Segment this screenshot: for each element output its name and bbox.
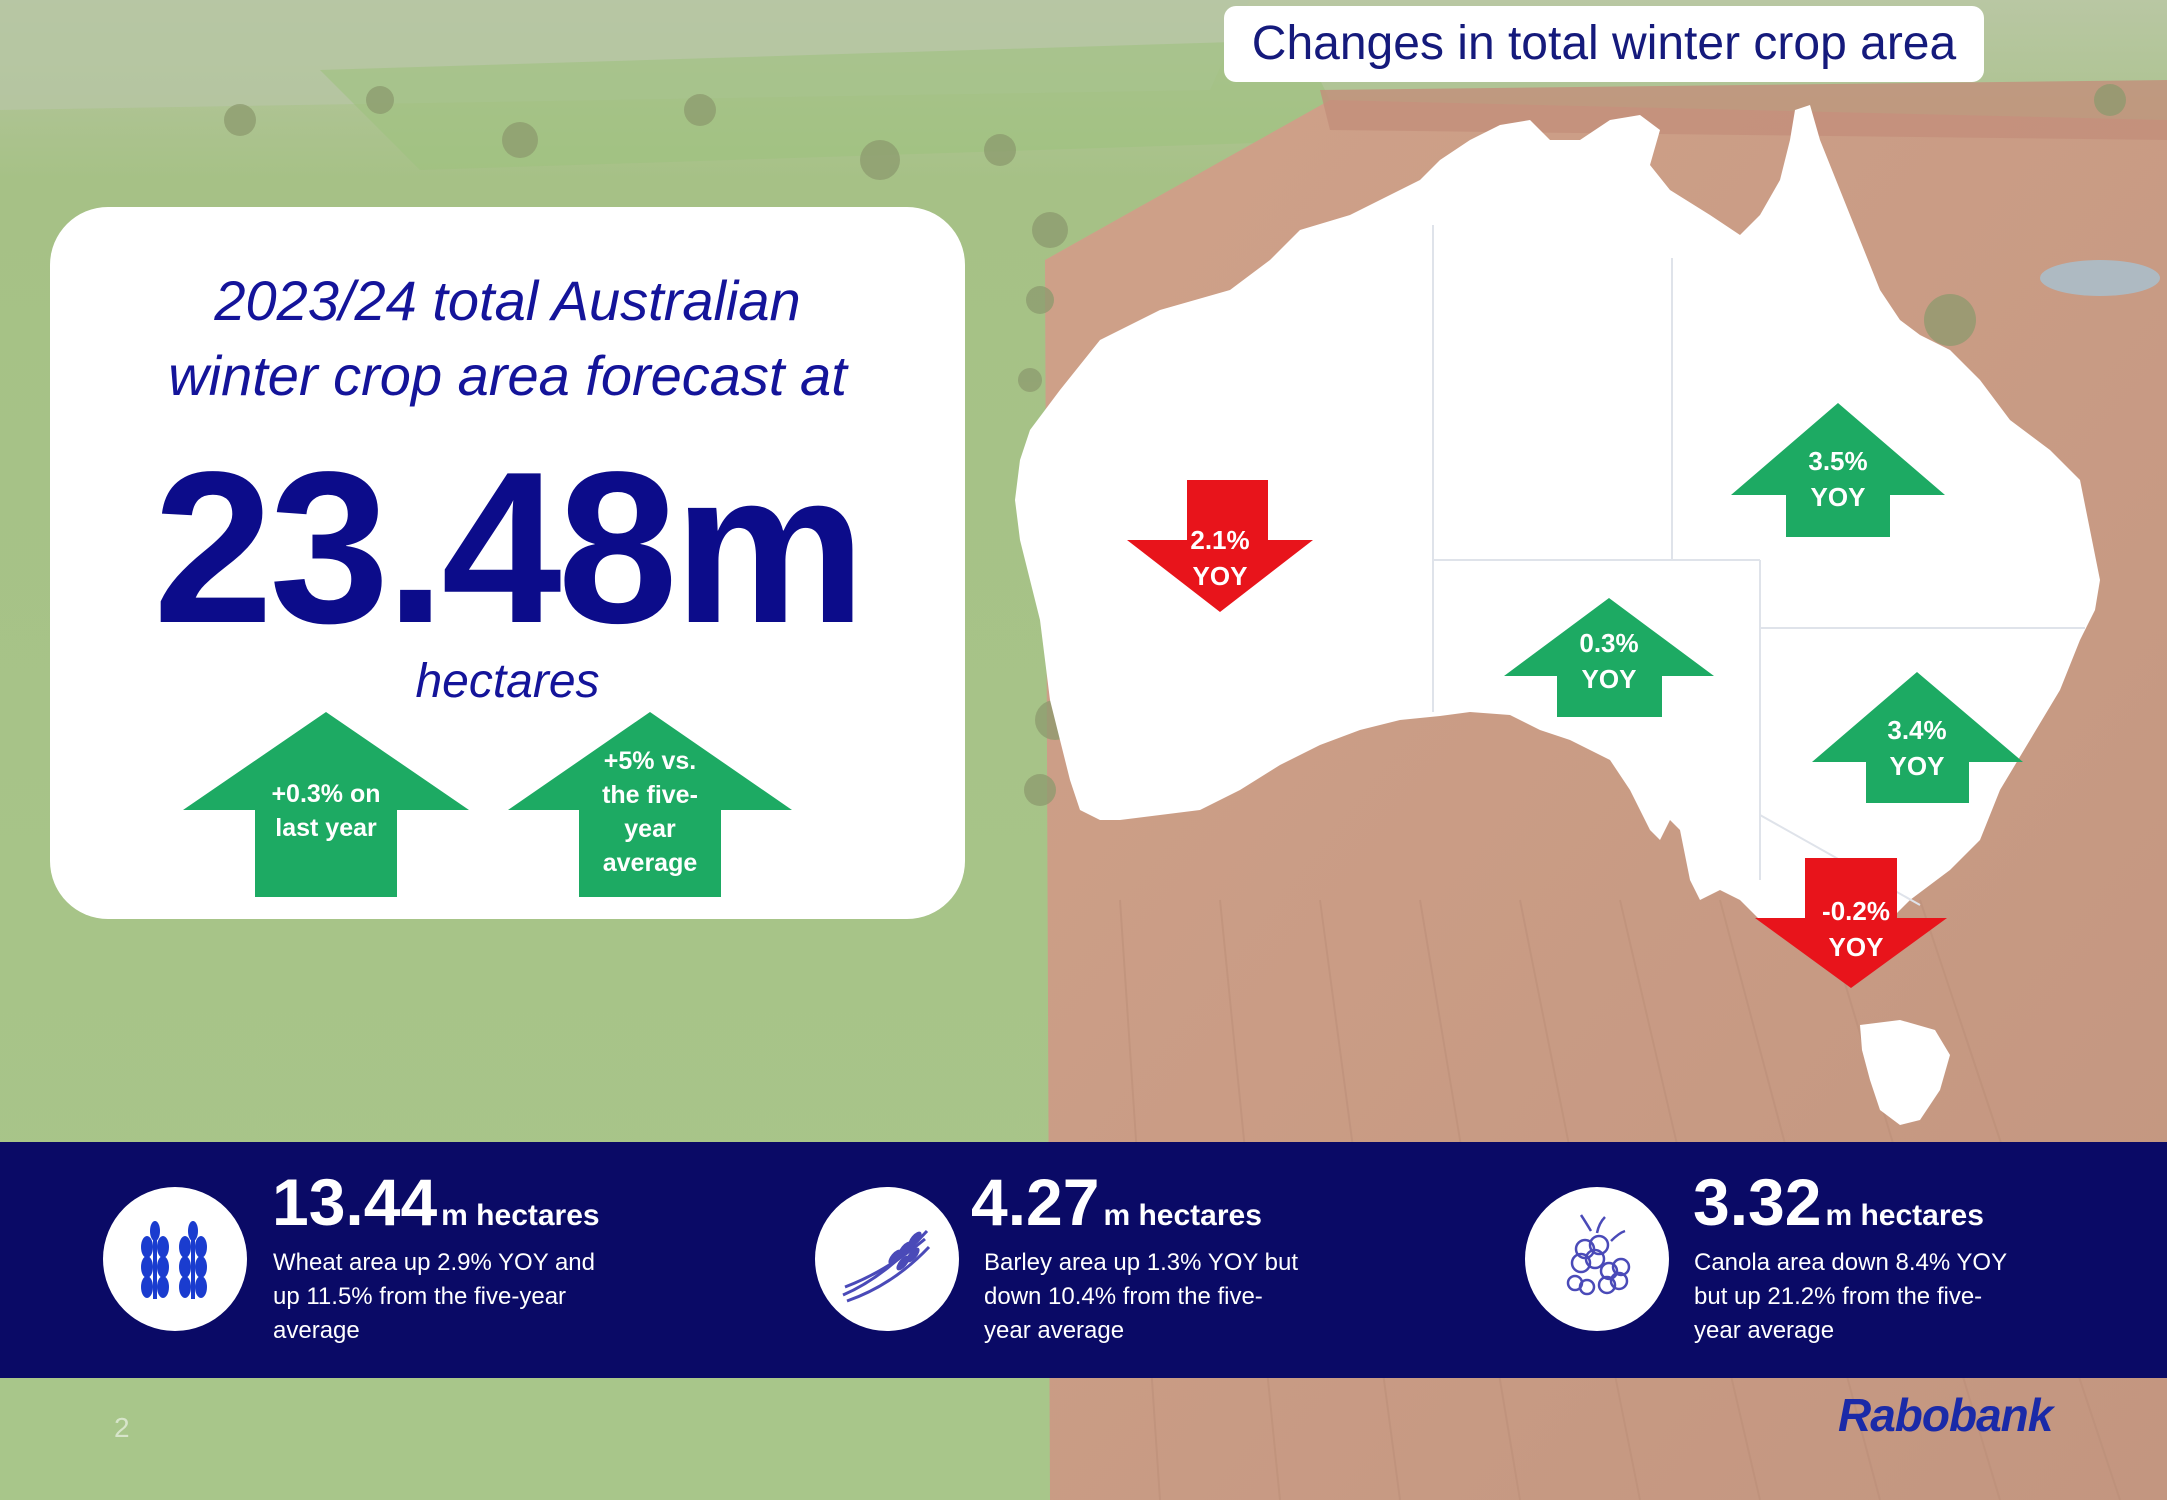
wheat-area-value: 13.44 m hectares <box>272 1165 600 1239</box>
map-title: Changes in total winter crop area <box>1251 17 1957 70</box>
qld-up-arrow <box>1731 403 1945 537</box>
qld-change-label: 3.5% YOY <box>1808 446 1868 512</box>
wa-change-label: 2.1% YOY <box>1190 525 1250 591</box>
canola-area-description: Canola area down 8.4% YOY but up 21.2% f… <box>1694 1249 2008 1344</box>
canola-area-value: 3.32 m hectares <box>1693 1165 1984 1239</box>
sa-change-label: 0.3% YOY <box>1579 628 1639 694</box>
last-year-up-arrow <box>183 712 469 897</box>
wheat-icon <box>103 1187 247 1331</box>
australia-mainland <box>1015 105 2100 950</box>
canola-icon <box>1525 1187 1669 1331</box>
headline-unit: hectares <box>415 655 600 708</box>
headline-arrows <box>183 712 792 897</box>
nsw-up-arrow <box>1812 672 2023 803</box>
barley-icon <box>815 1187 959 1331</box>
rabobank-logo: Rabobank <box>1838 1389 2053 1441</box>
tasmania <box>1860 1020 1950 1125</box>
barley-area-value: 4.27 m hectares <box>971 1165 1262 1239</box>
nsw-change-label: 3.4% YOY <box>1887 715 1947 781</box>
barley-area-description: Barley area up 1.3% YOY but down 10.4% f… <box>984 1249 1298 1344</box>
australia-map <box>1015 105 2100 1125</box>
five-year-up-arrow <box>508 712 792 897</box>
headline-line-2: winter crop area forecast at <box>168 344 847 407</box>
headline-line-1: 2023/24 total Australian <box>214 269 801 332</box>
wa-down-arrow <box>1127 480 1313 612</box>
vic-change-label: -0.2% YOY <box>1822 896 1890 962</box>
vic-down-arrow <box>1755 858 1947 988</box>
page-number: 2 <box>114 1412 130 1443</box>
sa-up-arrow <box>1504 598 1714 717</box>
headline-figure: 23.48m <box>153 426 866 668</box>
headline-card: 2023/24 total Australian winter crop are… <box>50 207 965 919</box>
map-title-box: Changes in total winter crop area <box>1224 6 1984 82</box>
wheat-area-description: Wheat area up 2.9% YOY and up 11.5% from… <box>273 1249 595 1344</box>
last-year-arrow-label: +0.3% on last year <box>271 780 381 842</box>
five-year-arrow-label: +5% vs. the five- year average <box>602 747 698 877</box>
crop-summary-band: 13.44 m hectares Wheat area up 2.9% YOY a… <box>0 1142 2167 1378</box>
